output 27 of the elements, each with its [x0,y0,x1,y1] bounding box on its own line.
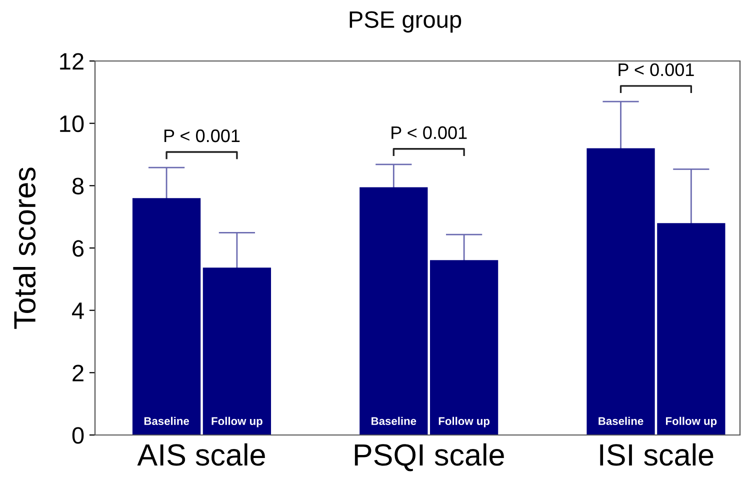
y-tick-label: 2 [72,364,84,382]
x-tick-label: AIS scale [137,443,265,466]
annotation: P < 0.001 [392,126,467,140]
bar [430,260,498,435]
y-tick-label: 4 [72,302,84,319]
text: Baseline [598,416,644,426]
x-tick-label: ISI scale [600,443,714,466]
series-label: Follow up [212,416,262,428]
annotation: P < 0.001 [618,63,694,76]
y-tick-label: 10 [60,115,84,132]
y-tick-label: 8 [72,178,84,194]
y-tick-label: 12 [60,53,84,70]
text: Baseline [372,416,416,426]
y-tick-label: 6 [72,240,84,257]
y-tick-label: 0 [72,427,84,444]
bar [360,187,428,435]
chart-title: PSE group [350,11,462,33]
annotation: P < 0.001 [164,129,240,142]
x-tick-label: PSQI scale [354,443,504,472]
y-axis-title: Total scores [13,168,36,329]
bar [202,268,272,435]
series-label: Baseline [144,416,190,426]
text: Follow up [438,416,490,428]
bar [657,223,726,435]
bar [132,198,201,435]
text: Follow up [666,416,717,428]
bar [586,148,655,435]
